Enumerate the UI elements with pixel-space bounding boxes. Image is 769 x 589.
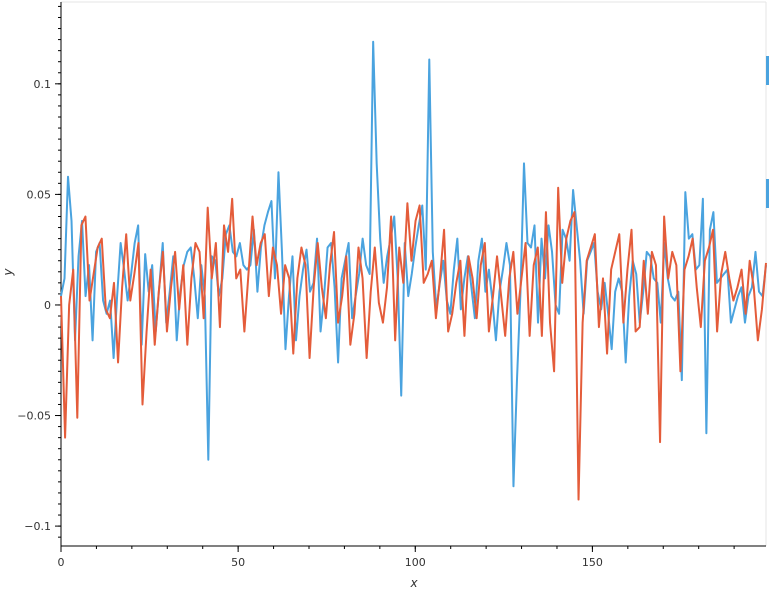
y-tick-label: −0.05 xyxy=(17,410,51,423)
x-axis-title: x xyxy=(409,576,418,589)
y-tick-label: 0 xyxy=(44,299,51,312)
toolbar-indicator[interactable] xyxy=(766,56,769,85)
x-tick-label: 150 xyxy=(582,556,603,569)
toolbar-indicator[interactable] xyxy=(766,179,769,208)
y-tick-label: 0.05 xyxy=(27,188,52,201)
x-tick-label: 100 xyxy=(405,556,426,569)
y-axis-title: y xyxy=(1,268,15,277)
x-tick-label: 0 xyxy=(58,556,65,569)
series-line-1 xyxy=(60,40,767,488)
chart-lines xyxy=(60,40,767,501)
series-line-2 xyxy=(60,186,767,501)
x-tick-label: 50 xyxy=(231,556,245,569)
y-tick-label: −0.1 xyxy=(24,520,51,533)
y-tick-label: 0.1 xyxy=(34,78,52,91)
chart-axes: 0 50 100 150 −0.1 −0.05 0 0.05 0.1 xyxy=(17,1,767,569)
